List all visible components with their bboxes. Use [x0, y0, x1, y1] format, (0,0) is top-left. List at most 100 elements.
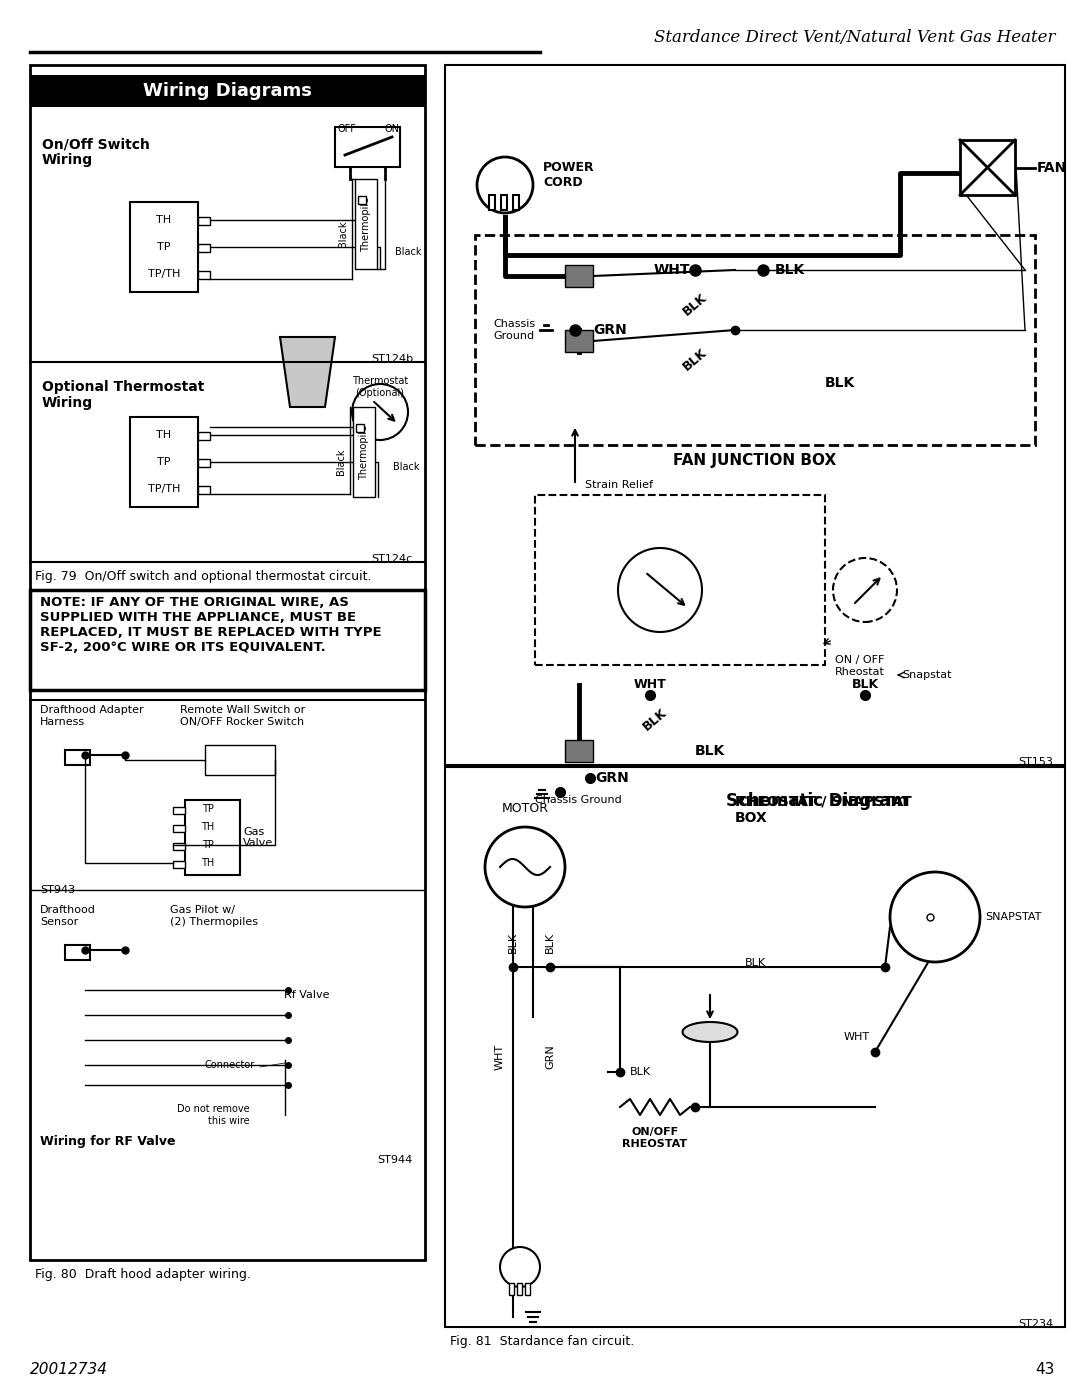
Circle shape — [618, 548, 702, 631]
Bar — [489, 196, 495, 210]
Text: GRN: GRN — [545, 1045, 555, 1069]
Text: TH: TH — [201, 821, 214, 833]
Bar — [565, 330, 593, 352]
Circle shape — [485, 827, 565, 907]
Bar — [513, 196, 519, 210]
Text: MOTOR: MOTOR — [501, 802, 549, 814]
Text: BLK: BLK — [545, 932, 555, 953]
Text: Wiring Diagrams: Wiring Diagrams — [143, 82, 312, 101]
Bar — [445, 66, 1065, 766]
Circle shape — [352, 384, 408, 440]
Bar — [198, 271, 210, 279]
Bar — [535, 495, 825, 665]
Text: BLK: BLK — [508, 932, 518, 953]
Text: BLK: BLK — [640, 707, 670, 733]
Bar — [205, 745, 275, 775]
Text: BLK: BLK — [680, 346, 710, 373]
Text: BLK: BLK — [630, 1067, 650, 1077]
Bar — [525, 1282, 530, 1295]
Text: Connector: Connector — [205, 1060, 255, 1070]
Polygon shape — [280, 337, 335, 407]
Text: Gas
Valve: Gas Valve — [243, 827, 273, 848]
Text: Optional Thermostat
Wiring: Optional Thermostat Wiring — [42, 380, 204, 411]
Text: BLK: BLK — [696, 745, 726, 759]
Bar — [30, 75, 426, 108]
Circle shape — [477, 156, 534, 212]
Text: 20012734: 20012734 — [30, 1362, 108, 1377]
Text: TH: TH — [157, 430, 172, 440]
Bar — [198, 460, 210, 467]
Text: BLK: BLK — [744, 958, 766, 968]
Bar — [960, 140, 1015, 196]
Text: Schematic Diagram: Schematic Diagram — [726, 792, 908, 810]
Text: TP: TP — [158, 242, 171, 251]
Text: On/Off Switch
Wiring: On/Off Switch Wiring — [42, 137, 150, 168]
Bar — [185, 800, 240, 875]
Text: GRN: GRN — [595, 771, 629, 785]
Text: Rf Valve: Rf Valve — [284, 990, 329, 1000]
Bar — [501, 196, 507, 210]
Bar — [30, 66, 426, 1260]
Text: FAN JUNCTION BOX: FAN JUNCTION BOX — [673, 453, 837, 468]
Circle shape — [500, 1248, 540, 1287]
Text: Remote Wall Switch or
ON/OFF Rocker Switch: Remote Wall Switch or ON/OFF Rocker Swit… — [180, 705, 306, 726]
Text: ON / OFF
Rheostat: ON / OFF Rheostat — [835, 655, 885, 676]
Text: BLK: BLK — [851, 679, 878, 692]
Text: ST944: ST944 — [378, 1155, 413, 1165]
Text: ST943: ST943 — [40, 886, 76, 895]
Bar — [475, 235, 1035, 446]
Bar — [173, 842, 185, 849]
Text: BLK: BLK — [775, 263, 806, 277]
Bar — [356, 425, 364, 432]
Text: TP: TP — [202, 840, 214, 849]
Bar — [565, 265, 593, 286]
Text: RHEOSTAT / SNAPSTAT
BOX: RHEOSTAT / SNAPSTAT BOX — [735, 795, 912, 826]
Text: Wiring for RF Valve: Wiring for RF Valve — [40, 1134, 175, 1148]
Ellipse shape — [683, 1023, 738, 1042]
Bar — [198, 244, 210, 251]
Text: ST153: ST153 — [1018, 757, 1053, 767]
Text: Snapstat: Snapstat — [902, 671, 951, 680]
Bar — [353, 407, 375, 497]
Text: ST234: ST234 — [1017, 1319, 1053, 1329]
Text: Black: Black — [393, 462, 419, 472]
Bar — [130, 203, 198, 292]
Text: WHT: WHT — [653, 263, 690, 277]
Text: TP: TP — [202, 805, 214, 814]
Text: TP/TH: TP/TH — [148, 270, 180, 279]
Text: WHT: WHT — [495, 1044, 505, 1070]
Text: Do not remove
this wire: Do not remove this wire — [177, 1104, 249, 1126]
Text: ST124b: ST124b — [370, 353, 413, 365]
Text: Stardance Direct Vent/Natural Vent Gas Heater: Stardance Direct Vent/Natural Vent Gas H… — [653, 29, 1055, 46]
Text: ST124c: ST124c — [372, 555, 413, 564]
Bar — [335, 127, 400, 168]
Text: NOTE: IF ANY OF THE ORIGINAL WIRE, AS
SUPPLIED WITH THE APPLIANCE, MUST BE
REPLA: NOTE: IF ANY OF THE ORIGINAL WIRE, AS SU… — [40, 597, 381, 654]
Bar — [173, 807, 185, 814]
Text: TP: TP — [158, 457, 171, 467]
Bar — [30, 590, 426, 690]
Text: Strain Relief: Strain Relief — [585, 481, 653, 490]
Bar — [517, 1282, 522, 1295]
Text: Fig. 79  On/Off switch and optional thermostat circuit.: Fig. 79 On/Off switch and optional therm… — [35, 570, 372, 583]
Bar — [198, 432, 210, 440]
Bar — [198, 217, 210, 225]
Text: Chassis Ground: Chassis Ground — [535, 795, 622, 805]
Text: TH: TH — [157, 215, 172, 225]
Text: POWER
CORD: POWER CORD — [543, 161, 595, 189]
Bar — [509, 1282, 514, 1295]
Text: Drafthood Adapter
Harness: Drafthood Adapter Harness — [40, 705, 144, 726]
Text: WHT: WHT — [843, 1032, 870, 1042]
Text: Black: Black — [338, 221, 348, 247]
Circle shape — [890, 872, 980, 963]
Text: Black: Black — [336, 448, 346, 475]
Text: Thermostat
(Optional): Thermostat (Optional) — [352, 376, 408, 398]
Text: Thermopile: Thermopile — [359, 425, 369, 479]
Text: ON: ON — [384, 124, 400, 134]
Text: Fig. 80  Draft hood adapter wiring.: Fig. 80 Draft hood adapter wiring. — [35, 1268, 251, 1281]
Text: BLK: BLK — [825, 376, 855, 390]
Bar — [173, 826, 185, 833]
Bar — [355, 179, 377, 270]
Text: TH: TH — [201, 858, 214, 868]
Text: WHT: WHT — [634, 679, 666, 692]
Text: BLK: BLK — [680, 292, 710, 319]
